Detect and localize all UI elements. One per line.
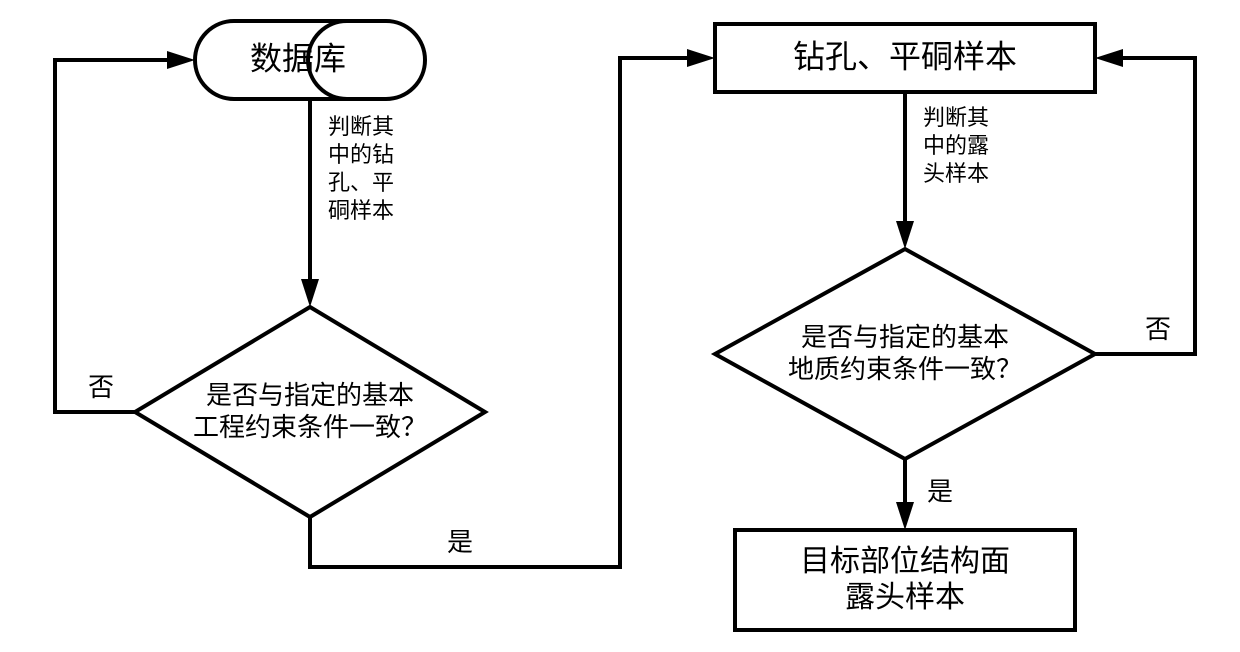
arrowhead — [301, 279, 319, 307]
decision-2-line2: 地质约束条件一致？ — [788, 355, 1022, 384]
e1-l4: 硐样本 — [328, 198, 394, 223]
e2-l2: 中的露 — [923, 133, 989, 158]
arrowhead — [687, 49, 715, 67]
decision-1-line1: 是否与指定的基本 — [206, 381, 414, 410]
target-line2: 露头样本 — [845, 581, 965, 614]
target-line1: 目标部位结构面 — [800, 545, 1010, 578]
arrowhead — [167, 51, 195, 69]
e1-l2: 中的钻 — [328, 142, 394, 167]
db-label: 数据库 — [250, 40, 346, 76]
e1-l1: 判断其 — [328, 114, 394, 139]
e2-l3: 头样本 — [923, 161, 989, 186]
samples-label: 钻孔、平硐样本 — [793, 38, 1017, 74]
yes1-label: 是 — [447, 528, 473, 557]
arrowhead — [896, 221, 914, 249]
arrowhead — [1095, 49, 1123, 67]
no1-label: 否 — [88, 373, 114, 402]
yes2-label: 是 — [927, 477, 953, 506]
no2-label: 否 — [1145, 315, 1171, 344]
e1-l3: 孔、平 — [328, 170, 394, 195]
decision-1-line2: 工程约束条件一致？ — [193, 413, 427, 442]
e2-l1: 判断其 — [923, 105, 989, 130]
arrowhead — [896, 502, 914, 530]
connector — [1095, 58, 1195, 354]
decision-2-line1: 是否与指定的基本 — [801, 323, 1009, 352]
connector — [55, 60, 171, 412]
